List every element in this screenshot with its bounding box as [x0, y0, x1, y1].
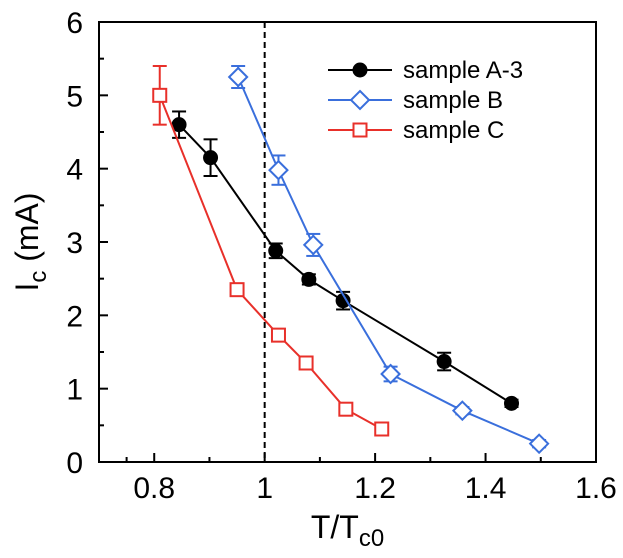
data-point — [268, 159, 289, 181]
y-tick-label: 1 — [66, 374, 83, 407]
series-line — [178, 123, 513, 405]
series-sample-a-3 — [171, 110, 520, 411]
legend: sample A-3 sample B sample C — [328, 57, 523, 144]
x-tick-label: 1 — [256, 472, 273, 505]
data-point — [436, 354, 452, 370]
x-tick-label: 1.6 — [575, 472, 617, 505]
x-tick-label: 0.8 — [133, 472, 175, 505]
y-axis-label-unit: (mA) — [9, 192, 45, 270]
legend-marker — [352, 62, 368, 78]
data-point — [528, 433, 550, 455]
data-point — [301, 271, 317, 287]
y-tick-label: 2 — [66, 300, 83, 333]
x-axis-label: T/Tc0 — [311, 509, 384, 552]
legend-label: sample C — [403, 117, 504, 144]
series-sample-c — [152, 65, 390, 437]
data-point — [451, 400, 473, 422]
y-axis-label-main: I — [9, 283, 45, 292]
series-sample-b — [227, 65, 550, 455]
series-layer — [152, 65, 550, 455]
data-point — [152, 87, 168, 103]
x-tick-label: 1.4 — [465, 472, 507, 505]
data-point — [268, 243, 284, 259]
x-axis-label-main: T/T — [311, 509, 359, 545]
y-tick-label: 4 — [66, 154, 83, 187]
legend-item: sample B — [328, 87, 503, 114]
legend-item: sample A-3 — [328, 57, 523, 84]
x-axis-label-sub: c0 — [359, 525, 384, 552]
y-axis-label: Ic (mA) — [9, 192, 52, 291]
data-point — [338, 401, 354, 417]
y-tick-label: 0 — [66, 447, 83, 480]
y-tick-label: 5 — [66, 80, 83, 113]
data-point — [270, 327, 286, 343]
legend-marker — [352, 122, 368, 138]
legend-item: sample C — [328, 117, 504, 144]
data-point — [229, 282, 245, 298]
axes-layer: 0.8 1 1.2 1.4 1.6 0 1 2 3 4 5 6 — [66, 7, 617, 505]
data-point — [203, 150, 219, 166]
data-point — [227, 66, 249, 88]
data-point — [302, 234, 324, 256]
legend-label: sample B — [403, 87, 503, 114]
y-axis-label-sub: c — [25, 271, 52, 283]
data-point — [374, 421, 390, 437]
y-tick-label: 6 — [66, 7, 83, 40]
legend-label: sample A-3 — [403, 57, 523, 84]
plot-frame — [98, 21, 597, 463]
legend-marker — [349, 89, 371, 111]
y-tick-label: 3 — [66, 227, 83, 260]
data-point — [380, 363, 401, 385]
data-point — [298, 355, 314, 371]
series-line — [158, 94, 383, 430]
data-point — [504, 395, 520, 411]
x-tick-label: 1.2 — [354, 472, 396, 505]
